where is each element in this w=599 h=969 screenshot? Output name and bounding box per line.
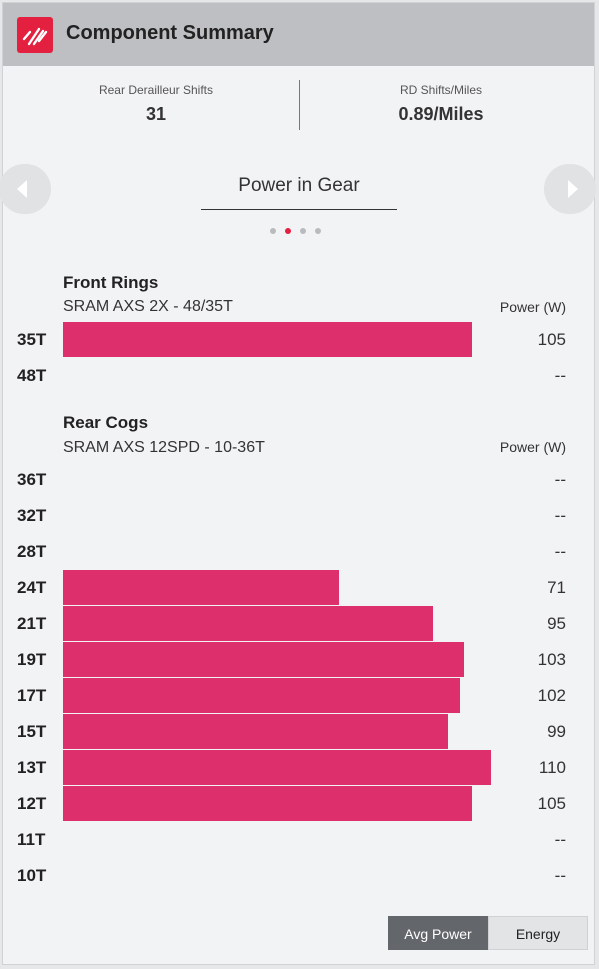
gear-row: 19T 103 <box>3 642 594 677</box>
stat-label: RD Shifts/Miles <box>399 83 482 97</box>
energy-button[interactable]: Energy <box>488 916 588 950</box>
power-value: 99 <box>547 722 566 741</box>
gear-row: 12T 105 <box>3 786 594 821</box>
rear-cogs-subtitle: SRAM AXS 12SPD - 10-36T <box>63 439 265 456</box>
gear-label: 28T <box>17 542 47 561</box>
card-header: Component Summary <box>3 3 594 66</box>
stat-rd-shifts: Rear Derailleur Shifts 31 <box>11 83 301 125</box>
stat-label: Rear Derailleur Shifts <box>98 83 214 97</box>
gear-label: 35T <box>17 330 47 349</box>
gear-row: 15T 99 <box>3 714 594 749</box>
carousel-dot[interactable] <box>315 228 321 234</box>
power-bar <box>63 606 433 641</box>
power-bar <box>63 570 339 605</box>
power-bar <box>63 322 472 357</box>
carousel-title: Power in Gear <box>238 175 360 196</box>
page-title: Component Summary <box>66 22 274 44</box>
carousel-dot[interactable] <box>285 228 291 234</box>
gear-label: 15T <box>17 722 47 741</box>
gear-row: 11T -- <box>3 822 594 857</box>
power-bar <box>63 786 472 821</box>
gear-row: 24T 71 <box>3 570 594 605</box>
power-value: -- <box>554 866 566 885</box>
gear-row: 48T -- <box>3 358 594 393</box>
sram-logo-icon <box>17 17 53 53</box>
power-value: -- <box>554 366 566 385</box>
front-rings-title: Front Rings <box>63 273 159 292</box>
stat-divider <box>299 80 300 130</box>
gear-row: 35T 105 <box>3 322 594 357</box>
carousel-dot[interactable] <box>300 228 306 234</box>
stat-value: 0.89/Miles <box>398 104 484 124</box>
front-rings-subtitle: SRAM AXS 2X - 48/35T <box>63 298 233 315</box>
gear-label: 19T <box>17 650 47 669</box>
carousel-next-button[interactable] <box>544 164 596 214</box>
carousel-prev-button[interactable] <box>0 164 51 214</box>
power-value: 102 <box>537 686 566 705</box>
gear-label: 36T <box>17 470 47 489</box>
chevron-right-icon <box>568 180 578 198</box>
power-value: 71 <box>547 578 566 597</box>
power-value: 103 <box>537 650 566 669</box>
power-value: -- <box>554 542 566 561</box>
power-bar <box>63 678 460 713</box>
power-value: -- <box>554 506 566 525</box>
gear-label: 11T <box>17 830 46 849</box>
gear-label: 17T <box>17 686 47 705</box>
gear-label: 48T <box>17 366 47 385</box>
stat-value: 31 <box>145 104 167 124</box>
gear-row: 28T -- <box>3 534 594 569</box>
avg-power-button[interactable]: Avg Power <box>388 916 488 950</box>
metric-toggle: Avg Power Energy <box>388 916 588 950</box>
gear-row: 21T 95 <box>3 606 594 641</box>
gear-label: 32T <box>17 506 47 525</box>
rear-power-header: Power (W) <box>499 439 566 455</box>
power-value: 105 <box>537 794 566 813</box>
rear-cogs-title: Rear Cogs <box>63 413 149 432</box>
power-bar <box>63 714 448 749</box>
gear-row: 17T 102 <box>3 678 594 713</box>
gear-row: 36T -- <box>3 462 594 497</box>
power-value: -- <box>554 470 566 489</box>
power-value: 105 <box>537 330 566 349</box>
front-power-header: Power (W) <box>499 299 566 315</box>
power-value: 110 <box>538 758 566 777</box>
gear-label: 10T <box>17 866 47 885</box>
carousel-dot[interactable] <box>270 228 276 234</box>
power-bar <box>63 642 464 677</box>
gear-label: 13T <box>17 758 47 777</box>
carousel-underline <box>201 209 397 210</box>
gear-row: 10T -- <box>3 858 594 893</box>
chevron-left-icon <box>17 180 27 198</box>
gear-label: 21T <box>17 614 47 633</box>
gear-row: 32T -- <box>3 498 594 533</box>
gear-label: 24T <box>17 578 47 597</box>
power-bar <box>63 750 491 785</box>
power-value: -- <box>554 830 566 849</box>
gear-row: 13T 110 <box>3 750 594 785</box>
stat-rd-shifts-per-mile: RD Shifts/Miles 0.89/Miles <box>296 83 586 125</box>
power-value: 95 <box>547 614 566 633</box>
gear-label: 12T <box>17 794 47 813</box>
